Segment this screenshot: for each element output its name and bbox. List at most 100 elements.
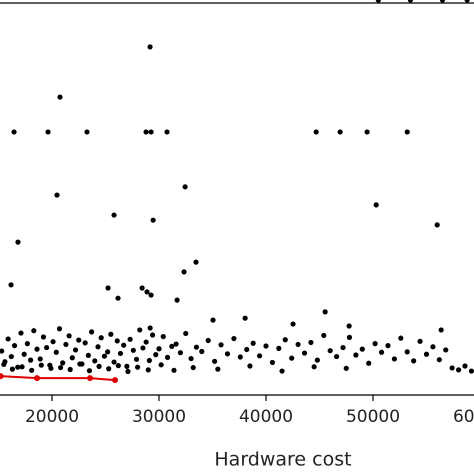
point [134,364,141,370]
point [301,350,308,356]
front-point [112,377,119,384]
point [8,353,14,360]
point [215,366,221,372]
point [359,346,365,352]
point [127,336,133,342]
point [153,352,159,358]
point [9,366,16,372]
point [411,358,417,364]
point [56,326,63,332]
point [366,360,372,366]
x-tick-label: 40000 [239,407,293,427]
point [443,347,449,353]
point [69,355,75,361]
point [121,342,127,348]
point [115,295,121,301]
point [18,330,24,336]
point [29,367,35,373]
point [177,350,183,356]
point [188,355,194,362]
point [57,364,64,371]
point [242,315,248,321]
point [108,331,114,337]
point [322,309,328,315]
point [269,359,276,366]
point [150,217,156,223]
point [462,363,468,369]
point [398,335,404,341]
point [375,0,381,3]
point [111,359,117,365]
point [160,333,166,340]
point [66,333,72,339]
point [147,325,153,331]
point [8,282,14,288]
point [38,362,44,368]
point [173,341,179,347]
point [193,344,200,350]
point [149,332,156,338]
point [205,337,211,344]
point [37,356,43,362]
point [417,338,423,344]
point [364,129,370,135]
point [385,343,391,349]
point [438,327,444,333]
point [468,368,474,374]
x-tick-label: 60000 [453,407,474,427]
point [95,344,101,350]
point [139,285,145,291]
point [181,269,187,275]
point [106,366,112,372]
point [183,330,189,337]
point [334,353,340,360]
point [210,317,216,323]
point [346,334,353,340]
point [76,337,82,343]
point [314,357,320,363]
point [143,129,149,135]
point [140,345,146,351]
point [340,344,346,351]
point [111,212,117,218]
point [114,338,120,344]
point [353,352,359,358]
point [53,349,59,355]
point [439,0,446,3]
point [0,348,5,354]
point [84,129,90,135]
point [5,336,11,342]
point [125,368,131,375]
point [92,358,98,364]
point [378,349,385,355]
x-tick-label: 20000 [25,407,79,427]
point [98,335,104,341]
point [24,341,30,347]
point [434,222,440,228]
point [117,350,124,357]
point [263,343,269,349]
point [34,346,40,352]
point [407,0,414,3]
point [130,347,136,353]
point [193,259,199,265]
x-axis-label: Hardware cost [214,449,351,471]
point [133,356,140,362]
point [311,364,317,370]
point [101,353,108,359]
point [158,362,164,368]
point [144,289,150,295]
point [147,44,153,50]
point [231,335,237,342]
point [430,344,436,350]
point [455,367,462,373]
point [464,0,470,3]
point [11,129,17,135]
point [337,129,343,135]
point [148,129,154,135]
point [156,346,162,352]
point [105,285,111,291]
point [54,192,60,198]
point [237,354,243,360]
point [199,348,205,355]
